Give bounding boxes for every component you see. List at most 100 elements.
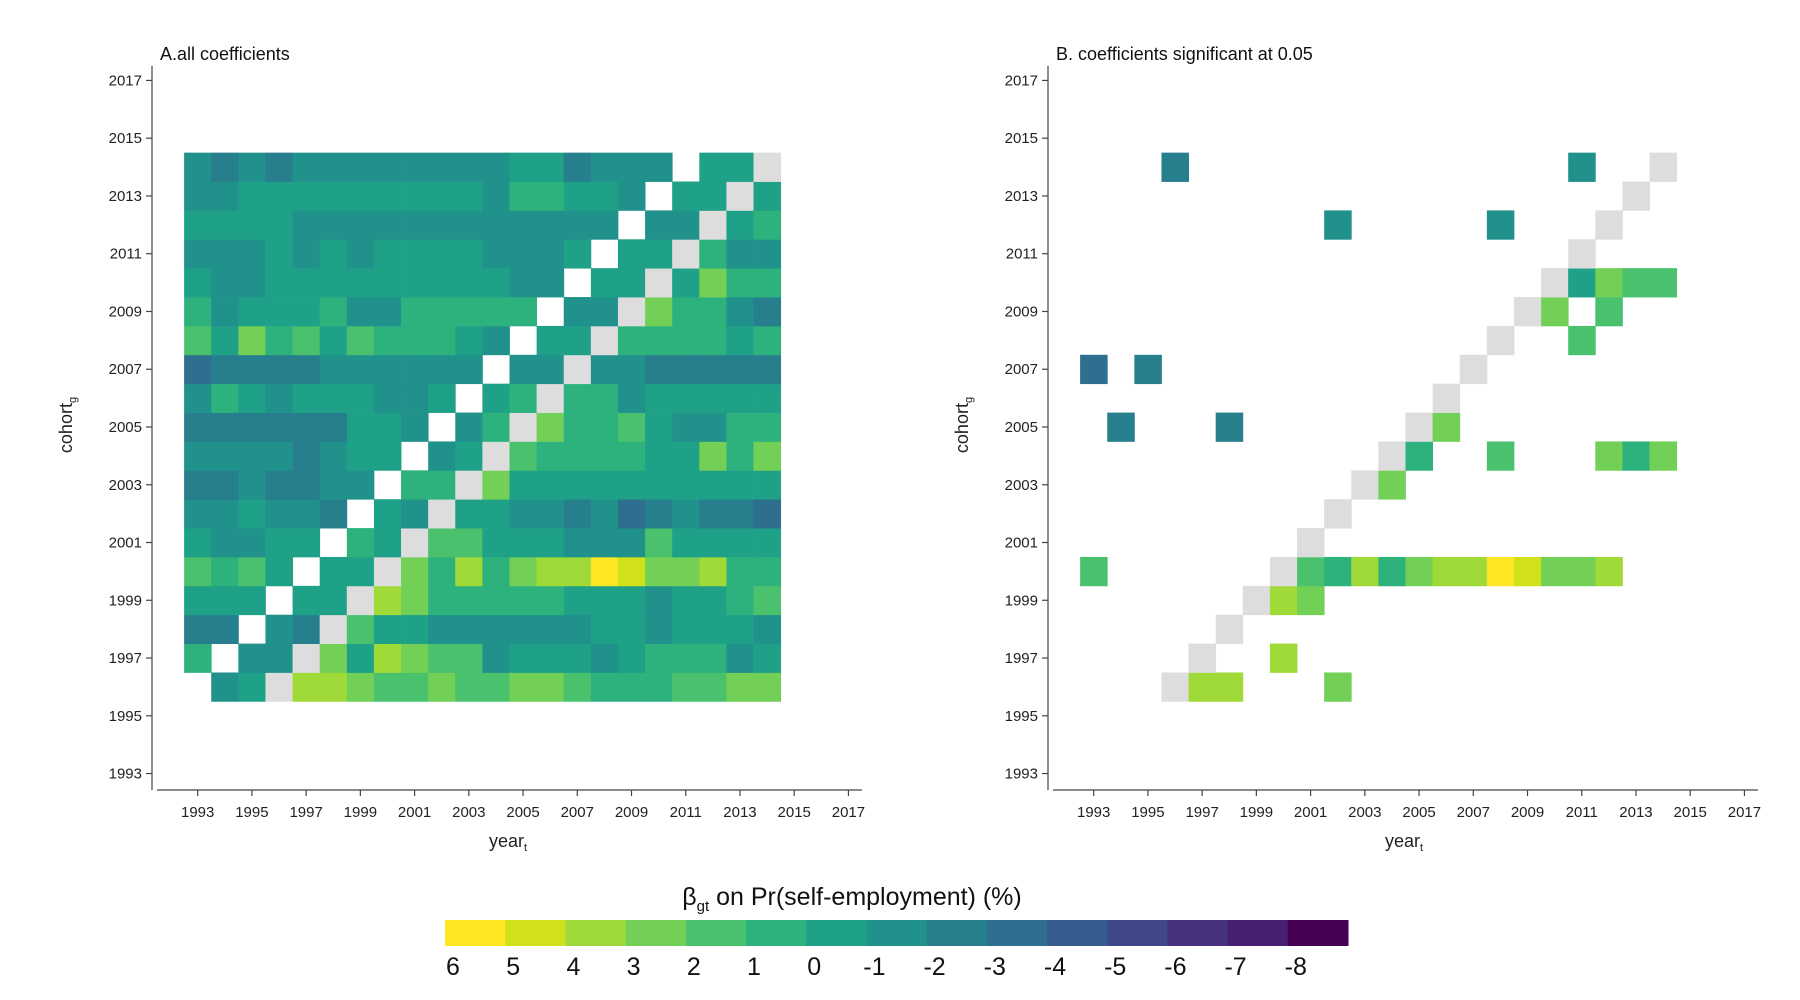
heatmap-cell [726,643,754,673]
heatmap-cell [645,152,673,182]
heatmap-cell [265,528,293,558]
heatmap-cell [373,672,402,702]
heatmap-cell [753,528,782,558]
heatmap-cell [536,470,565,500]
heatmap-cell [319,412,348,442]
heatmap-cell [563,643,592,673]
y-tick-label: 2001 [109,535,142,552]
heatmap-cell [1595,556,1623,587]
heatmap-cell [428,470,456,500]
x-tick-label: 2013 [1619,804,1652,821]
heatmap-cell [184,585,212,616]
heatmap-cell [672,325,700,356]
heatmap-cell [753,325,782,356]
heatmap-cell [726,210,754,240]
heatmap-cell [590,297,619,327]
heatmap-cell [211,239,239,269]
heatmap-cell [699,152,727,182]
heatmap-cell [184,470,212,500]
heatmap-cell [292,672,321,702]
heatmap-cell [428,556,456,587]
heatmap-cell [590,499,619,529]
heatmap-cell [373,528,402,558]
x-tick-label: 2013 [723,804,756,821]
heatmap-cell [563,383,592,413]
heatmap-cell [726,239,754,269]
heatmap-cell [455,239,483,269]
heatmap-cell [319,643,348,673]
colorbar-swatch [445,920,506,946]
heatmap-cell [753,210,782,240]
heatmap-cell-diagonal [292,643,321,673]
heatmap-cell [401,268,429,298]
heatmap-cell [292,210,321,240]
heatmap-cell-diagonal [1269,556,1298,587]
heatmap-cell [401,412,429,442]
heatmap-cell [699,643,727,673]
heatmap-cell [184,239,212,269]
heatmap-cell [645,614,673,644]
heatmap-cell [265,383,293,413]
heatmap-cell-diagonal [1595,210,1623,240]
heatmap-cell [373,210,402,240]
heatmap-cell [536,556,565,587]
heatmap-cell [563,152,592,182]
colorbar-swatch [926,920,988,946]
colorbar-label: -2 [923,953,945,981]
x-tick-label: 2001 [398,804,431,821]
heatmap-cell [753,383,782,413]
heatmap-cell [1161,152,1189,182]
heatmap-cell [265,614,293,644]
heatmap-cell [1541,556,1569,587]
heatmap-cell [645,412,673,442]
heatmap-cell-diagonal [563,354,592,385]
colorbar-swatch [986,920,1048,946]
heatmap-cell [617,152,646,182]
heatmap-cell [238,297,266,327]
heatmap-cell [509,181,538,211]
heatmap-cell [590,643,619,673]
heatmap-cell [617,528,646,558]
heatmap-cell [346,181,375,211]
colorbar-label: 1 [747,953,761,981]
heatmap-cell [645,354,673,385]
heatmap-cell [292,412,321,442]
panel-a-all-coefficients: A.all coefficients 1993 1995 1997 1999 2001 20… [56,44,865,854]
heatmap-cell [346,268,375,298]
colorbar-label: 5 [506,953,520,981]
heatmap-cell [401,152,429,182]
y-tick-label: 2013 [109,188,142,205]
panel-title: A.all coefficients [160,44,290,64]
heatmap-cell [184,412,212,442]
heatmap-cell [319,383,348,413]
heatmap-cell [346,672,375,702]
heatmap-cell [699,528,727,558]
heatmap-cell [455,441,483,471]
heatmap-cell-diagonal [726,181,754,211]
heatmap-cell [1649,268,1678,298]
heatmap-cell [455,152,483,182]
heatmap-cell [184,383,212,413]
heatmap-cell [265,556,293,587]
heatmap-cell [509,672,538,702]
heatmap-cell [346,354,375,385]
y-axis-title: cohortg [56,397,79,453]
heatmap-cell [590,441,619,471]
y-tick-label: 2009 [109,303,142,320]
heatmap-cell [482,556,510,587]
heatmap-cell [1324,672,1352,702]
heatmap-cell-diagonal [428,499,456,529]
heatmap-cell [536,354,565,385]
heatmap-cell [319,354,348,385]
x-tick-label: 2007 [561,804,594,821]
heatmap-cell-diagonal [1161,672,1189,702]
heatmap-cell [238,528,266,558]
heatmap-cell [346,643,375,673]
y-tick-label: 1997 [109,650,142,667]
heatmap-cell [699,441,727,471]
heatmap-cell [401,354,429,385]
heatmap-cell [617,441,646,471]
heatmap-cell [726,297,754,327]
heatmap-cell [672,614,700,644]
heatmap-cell [617,268,646,298]
